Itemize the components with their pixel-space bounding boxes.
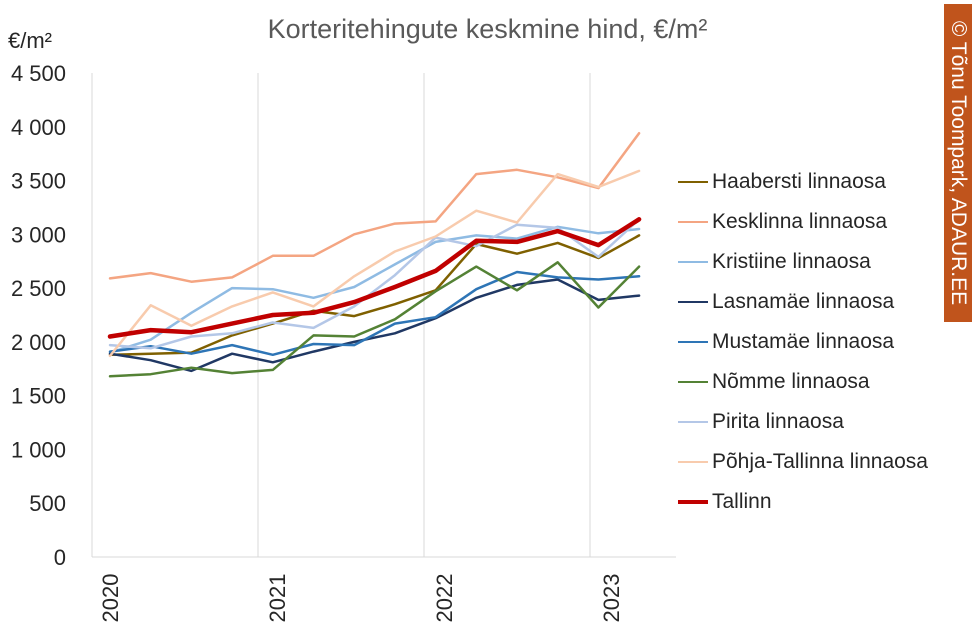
legend-swatch bbox=[678, 381, 708, 383]
x-tick-label: 2022 bbox=[432, 574, 457, 623]
x-tick-label: 2021 bbox=[265, 574, 290, 623]
legend-swatch bbox=[678, 261, 708, 263]
legend-label: Kristiine linnaosa bbox=[712, 250, 871, 273]
y-tick-label: 500 bbox=[29, 491, 66, 516]
legend-swatch bbox=[678, 341, 708, 343]
y-tick-label: 3 500 bbox=[11, 169, 66, 194]
y-tick-label: 1 000 bbox=[11, 437, 66, 462]
legend-swatch bbox=[678, 500, 708, 504]
x-tick-label: 2020 bbox=[98, 574, 123, 623]
legend-item: Nõmme linnaosa bbox=[678, 362, 928, 402]
legend-swatch bbox=[678, 301, 708, 303]
y-tick-label: 0 bbox=[54, 545, 66, 570]
series-line-n-mme-linnaosa bbox=[108, 261, 641, 378]
legend: Haabersti linnaosa Kesklinna linnaosa Kris… bbox=[678, 162, 928, 522]
legend-label: Tallinn bbox=[712, 490, 772, 513]
series-line-mustam-e-linnaosa bbox=[108, 270, 641, 357]
y-tick-label: 3 000 bbox=[11, 222, 66, 247]
legend-swatch bbox=[678, 421, 708, 423]
legend-item: Mustamäe linnaosa bbox=[678, 322, 928, 362]
chart-title: Korteritehingute keskmine hind, €/m² bbox=[267, 14, 708, 44]
y-tick-label: 4 500 bbox=[11, 61, 66, 86]
x-tick-label: 2023 bbox=[599, 574, 624, 623]
legend-swatch bbox=[678, 221, 708, 223]
legend-label: Mustamäe linnaosa bbox=[712, 330, 895, 353]
copyright-banner: © Tõnu Toompark, ADAUR.EE bbox=[944, 4, 972, 322]
series-line-haabersti-linnaosa bbox=[108, 234, 641, 357]
legend-label: Põhja-Tallinna linnaosa bbox=[712, 450, 928, 473]
legend-label: Lasnamäe linnaosa bbox=[712, 290, 895, 313]
legend-label: Nõmme linnaosa bbox=[712, 370, 870, 393]
series-line-kristiine-linnaosa bbox=[108, 225, 641, 354]
y-tick-label: 1 500 bbox=[11, 384, 66, 409]
legend-label: Haabersti linnaosa bbox=[712, 170, 886, 193]
legend-item: Kesklinna linnaosa bbox=[678, 202, 928, 242]
y-tick-label: 4 000 bbox=[11, 115, 66, 140]
y-tick-label: 2 500 bbox=[11, 276, 66, 301]
legend-swatch bbox=[678, 461, 708, 463]
legend-label: Kesklinna linnaosa bbox=[712, 210, 888, 233]
legend-item: Pirita linnaosa bbox=[678, 402, 928, 442]
series-line-pirita-linnaosa bbox=[108, 218, 641, 350]
legend-item: Lasnamäe linnaosa bbox=[678, 282, 928, 322]
series-line-p-hja-tallinna-linnaosa bbox=[108, 169, 641, 358]
legend-item: Põhja-Tallinna linnaosa bbox=[678, 442, 928, 482]
legend-item: Haabersti linnaosa bbox=[678, 162, 928, 202]
legend-label: Pirita linnaosa bbox=[712, 410, 844, 433]
legend-swatch bbox=[678, 181, 708, 183]
legend-item: Kristiine linnaosa bbox=[678, 242, 928, 282]
series-line-kesklinna-linnaosa bbox=[108, 131, 641, 283]
legend-item: Tallinn bbox=[678, 482, 928, 522]
y-tick-label: 2 000 bbox=[11, 330, 66, 355]
y-axis-label: €/m² bbox=[8, 28, 52, 53]
series-line-tallinn bbox=[107, 217, 642, 339]
